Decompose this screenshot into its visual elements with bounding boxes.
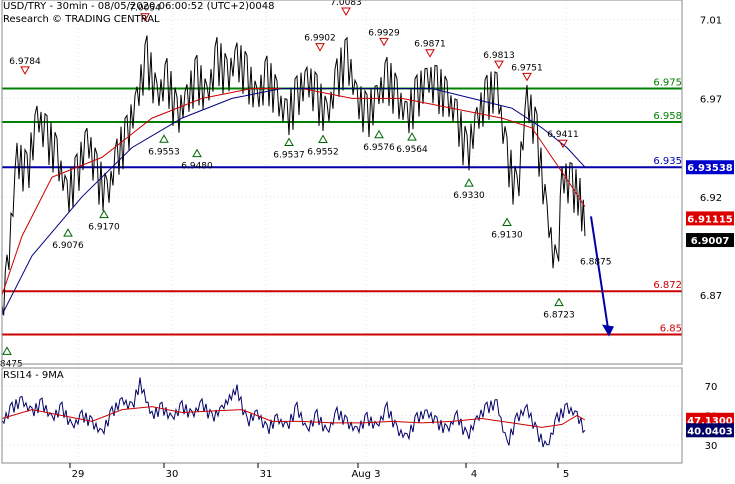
swing-high-marker — [379, 37, 389, 47]
swing-low-label: 6.9130 — [491, 231, 523, 241]
swing-high-label: 6.9751 — [511, 63, 543, 73]
swing-low-marker — [374, 129, 384, 139]
swing-high-marker — [140, 13, 150, 22]
ma-slow-line — [1, 88, 586, 316]
swing-low-marker — [464, 178, 474, 187]
date-axis-tick-label: 30 — [166, 469, 179, 480]
swing-low-marker — [407, 132, 417, 141]
forecast-arrow-head — [602, 324, 614, 337]
rsi-panel — [1, 377, 586, 448]
swing-low-marker — [159, 134, 169, 143]
swing-markers: 6.84756.97846.90766.91706.95537.00546.94… — [0, 0, 612, 369]
swing-low-marker — [502, 217, 512, 227]
swing-low-label: 6.8723 — [543, 311, 575, 321]
swing-low-marker — [318, 134, 328, 143]
swing-low-marker — [554, 297, 564, 307]
box-rsi-47-label: 47.1300 — [687, 416, 733, 427]
level-6-85-label: 6.85 — [660, 323, 682, 334]
chart-header-research: Research © TRADING CENTRAL — [3, 14, 160, 25]
box-rsi-40-label: 40.0403 — [687, 426, 733, 437]
box-6-91115-label: 6.91115 — [687, 214, 733, 225]
swing-low-marker — [284, 137, 294, 146]
swing-high-marker — [20, 66, 30, 75]
swing-high-label: 6.9871 — [414, 40, 446, 50]
price-axis-tick-label: 7.01 — [700, 16, 722, 27]
box-6-91115-bg — [686, 211, 734, 226]
ma-fast-line — [1, 88, 586, 296]
price-annotation-label: 6.8875 — [580, 258, 612, 268]
rsi-axis-tick-label: 70 — [705, 382, 718, 393]
swing-low-marker — [99, 209, 109, 219]
date-axis-tick-label: 29 — [72, 469, 85, 480]
swing-low-label: 6.9480 — [181, 162, 213, 172]
swing-low-marker — [192, 148, 202, 158]
box-rsi-40-bg — [686, 423, 734, 438]
swing-high-marker — [315, 43, 325, 52]
support-resistance-levels: 6.975 6.958 6.935 6.872 6.85 — [2, 78, 682, 336]
swing-high-label: 6.9813 — [483, 51, 515, 61]
swing-high-marker — [522, 72, 532, 82]
price-axis-tick-label: 6.87 — [700, 291, 722, 302]
swing-low-label: 6.9564 — [396, 145, 428, 155]
date-axis-tick-label: Aug 3 — [351, 469, 380, 480]
chart-header-title: USD/TRY - 30min - 08/05/2020 06:00:52 (U… — [3, 1, 275, 12]
price-line — [1, 35, 586, 316]
forecast-arrow-shaft — [590, 216, 609, 329]
swing-high-label: 6.9411 — [547, 130, 579, 140]
swing-low-label: 6.9537 — [273, 150, 305, 160]
box-6-9007-label: 6.9007 — [691, 236, 730, 247]
date-axis-tick-label: 5 — [563, 469, 569, 480]
swing-high-label: 7.0083 — [330, 0, 362, 8]
swing-high-marker — [558, 139, 568, 149]
swing-high-label: 7.0054 — [129, 4, 161, 14]
box-6-93538-bg — [686, 160, 734, 175]
swing-high-label: 6.9784 — [9, 57, 41, 67]
level-6-935-label: 6.935 — [653, 156, 682, 167]
level-6-958-label: 6.958 — [653, 111, 682, 122]
swing-high-marker — [425, 49, 435, 58]
price-axis-tick-label: 6.92 — [700, 193, 722, 204]
level-6-975-label: 6.975 — [653, 78, 682, 89]
main-panel-frame — [1, 0, 683, 365]
swing-high-marker — [494, 60, 504, 70]
date-axis-tick-label: 31 — [260, 469, 273, 480]
swing-high-label: 6.9902 — [304, 34, 336, 44]
date-axis-tick-label: 4 — [471, 469, 477, 480]
level-6-872-label: 6.872 — [653, 280, 682, 291]
swing-high-marker — [341, 7, 351, 17]
rsi-ma-line — [1, 406, 586, 428]
box-rsi-47-bg — [686, 412, 734, 427]
swing-low-label: 6.9170 — [88, 223, 120, 233]
swing-low-label: 6.9576 — [363, 143, 395, 153]
swing-low-marker — [63, 228, 73, 237]
box-6-9007-bg — [686, 233, 734, 248]
swing-low-label: 6.9553 — [148, 147, 180, 157]
rsi-axis-tick-label: 30 — [705, 441, 718, 452]
price-series — [1, 35, 614, 337]
box-6-93538-label: 6.93538 — [687, 163, 733, 174]
price-axis-tick-label: 6.97 — [700, 94, 722, 105]
rsi-title: RSI14 - 9MA — [3, 370, 64, 381]
swing-low-label: 6.9552 — [307, 147, 339, 157]
swing-low-marker — [2, 346, 12, 355]
swing-low-label: 6.9076 — [52, 241, 84, 251]
rsi-panel-frame — [1, 367, 683, 464]
swing-high-label: 6.9929 — [368, 28, 400, 38]
swing-low-label: 6.9330 — [453, 191, 485, 201]
